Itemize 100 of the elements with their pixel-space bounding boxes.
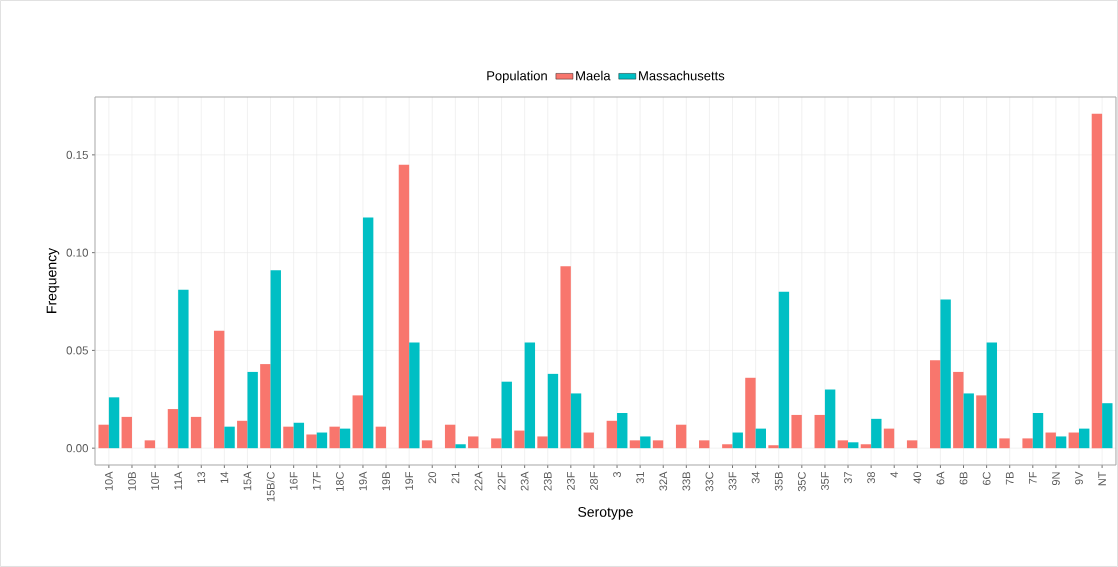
bar xyxy=(732,432,743,449)
bar xyxy=(606,420,618,449)
bar xyxy=(329,426,340,449)
x-tick-label: 35C xyxy=(797,471,806,492)
x-tick-label: 19B xyxy=(382,472,390,491)
x-tick-label: 22A xyxy=(474,471,483,491)
x-tick-label: 20 xyxy=(428,471,437,484)
bar xyxy=(617,412,628,449)
bar xyxy=(791,414,802,449)
bar xyxy=(1022,438,1033,449)
bar xyxy=(144,440,156,449)
x-tick-label: 6C xyxy=(982,471,991,486)
bar xyxy=(237,420,248,449)
x-tick-label: 28F xyxy=(590,471,598,490)
x-tick-label: 35F xyxy=(821,471,829,491)
x-tick-label: 34 xyxy=(751,471,760,484)
bar xyxy=(190,416,202,449)
bar xyxy=(824,389,836,449)
bar xyxy=(699,440,710,449)
bar xyxy=(883,428,895,449)
bar xyxy=(409,342,420,449)
x-tick-label: 23F xyxy=(566,471,575,490)
bar xyxy=(270,270,281,449)
x-tick-label: 10B xyxy=(128,472,136,491)
y-axis-title: Frequency xyxy=(46,247,60,313)
bar xyxy=(871,418,882,449)
bar xyxy=(986,342,998,449)
bar xyxy=(755,428,767,449)
bar xyxy=(316,432,328,449)
x-tick-label: 6B xyxy=(959,472,968,485)
x-tick-label: 15A xyxy=(243,471,252,491)
bar xyxy=(167,409,179,449)
x-axis-title: Serotype xyxy=(578,506,633,520)
x-tick-label: 10F xyxy=(151,471,159,490)
bar xyxy=(468,436,479,449)
bar xyxy=(848,442,859,449)
bar xyxy=(121,416,132,449)
x-tick-label: NT xyxy=(1098,471,1106,486)
bar xyxy=(640,436,651,449)
x-tick-label: 9V xyxy=(1075,471,1083,485)
bar xyxy=(814,414,825,449)
bar xyxy=(675,424,687,449)
bar xyxy=(837,440,849,449)
x-tick-label: 9N xyxy=(1052,472,1060,486)
x-tick-label: 17F xyxy=(312,471,321,490)
x-tick-label: 19A xyxy=(359,471,367,491)
bar xyxy=(455,444,466,449)
x-tick-label: 13 xyxy=(197,472,206,483)
y-tick-label: 0.05 xyxy=(66,346,88,355)
x-tick-label: 33C xyxy=(705,471,714,492)
bar xyxy=(745,377,756,449)
bar xyxy=(283,426,294,449)
bar xyxy=(1102,403,1113,449)
bar xyxy=(583,432,594,449)
x-tick-label: 14 xyxy=(220,471,229,483)
x-tick-label: 38 xyxy=(867,472,876,484)
x-tick-label: 4 xyxy=(890,471,898,478)
bar xyxy=(398,164,410,449)
legend-label: Maela xyxy=(576,70,611,81)
x-tick-label: 23B xyxy=(543,472,552,491)
bar xyxy=(444,424,456,449)
x-tick-label: 3 xyxy=(613,472,621,478)
bar xyxy=(362,217,374,449)
x-tick-label: 11A xyxy=(174,471,182,490)
bar xyxy=(108,397,120,449)
bar xyxy=(213,330,225,449)
bar xyxy=(293,422,305,449)
bar xyxy=(1032,412,1044,449)
bar xyxy=(860,444,872,449)
x-tick-label: 40 xyxy=(913,471,922,484)
bar xyxy=(1079,428,1090,449)
bar xyxy=(778,291,790,449)
bar xyxy=(560,266,571,449)
bar xyxy=(537,436,548,449)
y-tick-label: 0.10 xyxy=(66,248,89,257)
bar xyxy=(224,426,235,449)
bar xyxy=(491,438,502,449)
x-tick-label: 7B xyxy=(1005,472,1014,485)
bar xyxy=(421,440,433,449)
bar xyxy=(98,424,109,449)
bar xyxy=(629,440,641,449)
y-tick-label: 0.15 xyxy=(66,150,88,159)
bar xyxy=(306,434,317,449)
x-tick-label: 15B/C xyxy=(266,471,275,502)
bar xyxy=(940,299,951,449)
x-tick-label: 31 xyxy=(636,472,645,484)
bar xyxy=(1045,432,1056,449)
bar xyxy=(1055,436,1067,449)
bar xyxy=(722,444,733,449)
bar xyxy=(1091,113,1103,449)
x-tick-label: 19F xyxy=(405,471,414,490)
bar xyxy=(247,371,258,449)
x-tick-label: 21 xyxy=(451,472,460,484)
x-tick-label: 23A xyxy=(520,471,529,491)
bar xyxy=(1068,432,1080,449)
bar xyxy=(963,393,974,449)
x-tick-label: 18C xyxy=(335,471,344,491)
legend-title: Population xyxy=(487,70,547,83)
bar xyxy=(375,426,387,449)
bar xyxy=(999,438,1010,449)
